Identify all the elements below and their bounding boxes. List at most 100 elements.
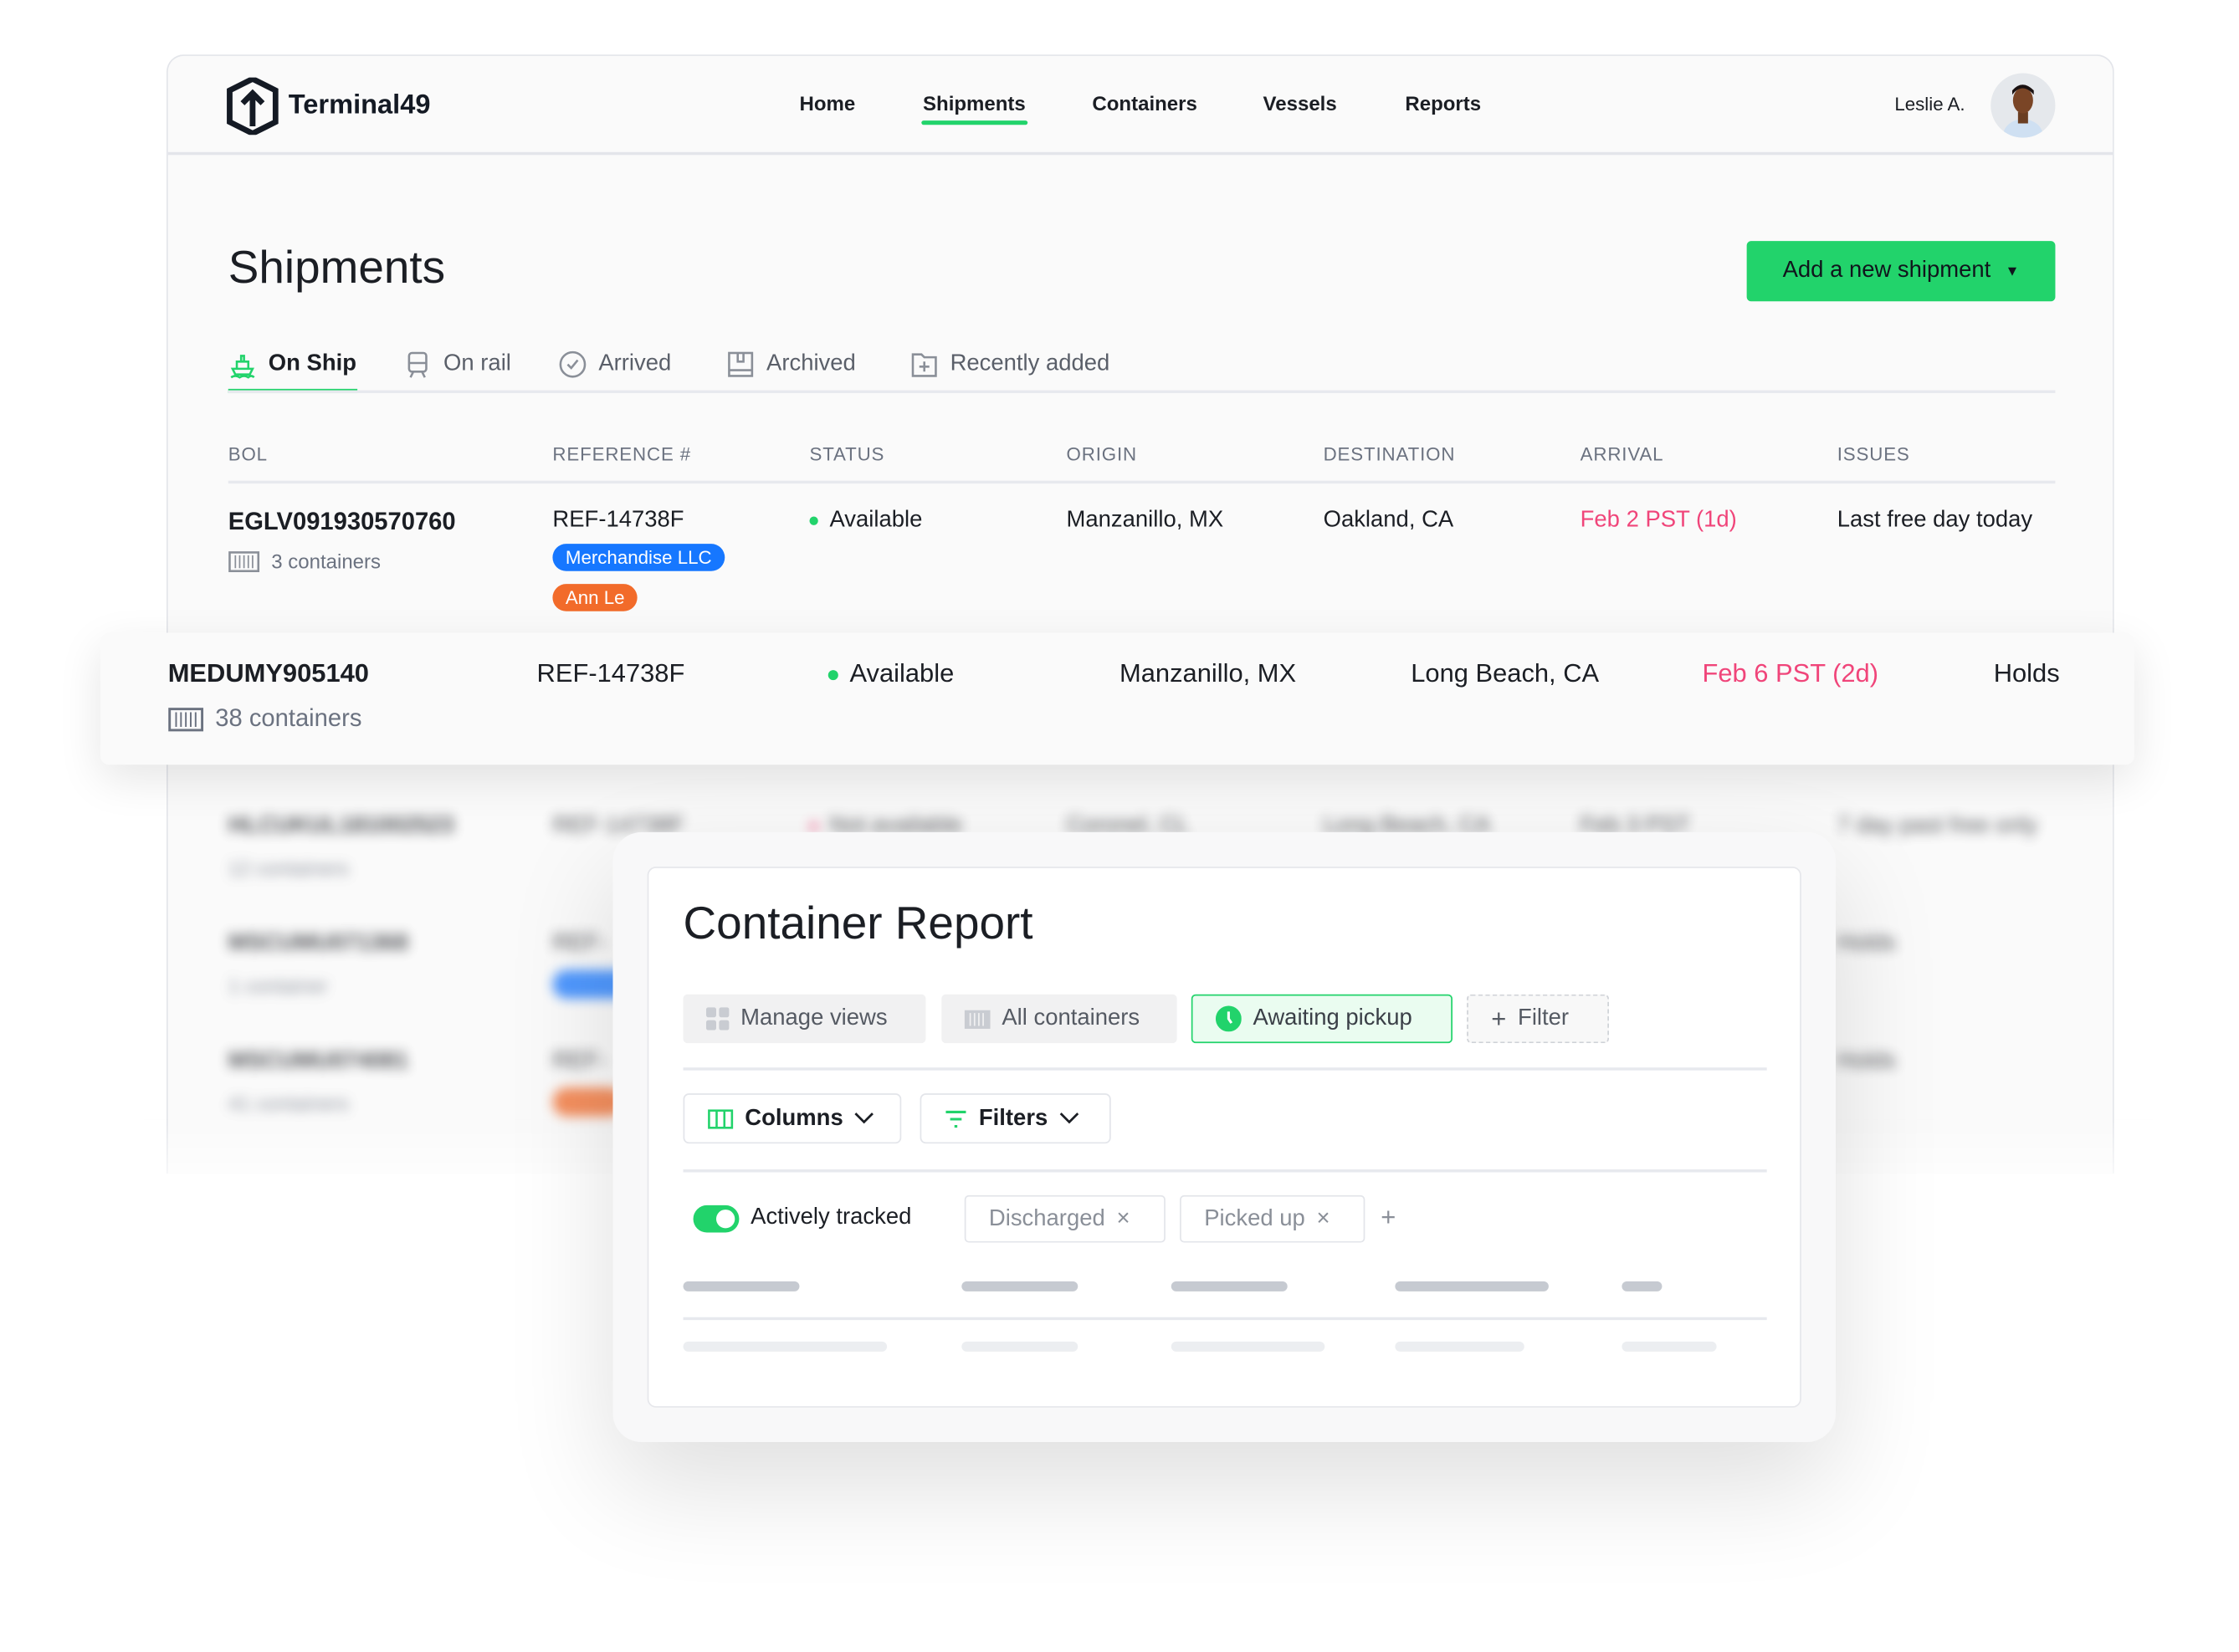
container-icon	[168, 707, 204, 731]
awaiting-pickup-view[interactable]: Awaiting pickup	[1191, 994, 1453, 1044]
avatar[interactable]	[1991, 73, 2056, 138]
issues: Last free day today	[1837, 508, 2033, 533]
bol[interactable]: MEDUMY905140	[167, 658, 369, 688]
arrival: Feb 2 PST (1d)	[1580, 508, 1737, 533]
nav-reports[interactable]: Reports	[1405, 91, 1482, 115]
columns-label: Columns	[745, 1105, 843, 1130]
user-name: Leslie A.	[1894, 93, 1965, 115]
col-destination[interactable]: DESTINATION	[1323, 443, 1456, 465]
container-report-card: Container Report Manage views All contai…	[647, 867, 1801, 1408]
skeleton-bar	[1622, 1281, 1663, 1291]
skeleton-bar	[1395, 1341, 1524, 1352]
status: Available	[809, 508, 922, 534]
col-status[interactable]: STATUS	[809, 443, 885, 465]
col-arrival[interactable]: ARRIVAL	[1580, 443, 1664, 465]
container-count: 12 containers	[228, 857, 349, 880]
skeleton-bar	[961, 1281, 1079, 1291]
report-title: Container Report	[683, 897, 1033, 949]
toggle-knob	[715, 1210, 735, 1229]
tab-arrived[interactable]: Arrived	[558, 350, 671, 379]
col-bol[interactable]: BOL	[228, 443, 268, 465]
skeleton-bar	[1171, 1341, 1325, 1352]
divider	[683, 1067, 1767, 1071]
add-shipment-button[interactable]: Add a new shipment ▼	[1746, 241, 2056, 302]
logo-icon[interactable]	[227, 75, 279, 142]
destination: Oakland, CA	[1323, 508, 1454, 533]
issues: Holds	[1837, 931, 1896, 956]
chevron-down-icon	[855, 1112, 874, 1124]
ship-icon	[230, 355, 255, 379]
tab-label: On Ship	[268, 351, 356, 376]
tab-archived[interactable]: Archived	[726, 350, 856, 379]
brand-name: Terminal49	[288, 90, 431, 121]
divider	[683, 1169, 1767, 1173]
train-icon	[407, 351, 428, 378]
status-label: Available	[849, 658, 955, 688]
actively-tracked-toggle[interactable]	[693, 1204, 740, 1233]
tab-on-ship[interactable]: On Ship	[228, 350, 356, 379]
origin: Manzanillo, MX	[1120, 658, 1297, 688]
caret-down-icon: ▼	[2005, 263, 2020, 279]
tab-label: On rail	[443, 351, 511, 376]
status-dot	[827, 669, 838, 680]
tab-label: Recently added	[950, 351, 1110, 376]
chip-label: All containers	[1002, 1005, 1140, 1031]
tab-recently-added[interactable]: Recently added	[910, 350, 1110, 379]
nav-vessels[interactable]: Vessels	[1263, 91, 1337, 115]
bol: HLCUKUL181002523	[228, 813, 454, 838]
pill-label: Picked up	[1204, 1205, 1305, 1230]
grid-icon	[705, 1007, 730, 1031]
reference: REF-14738F	[552, 508, 684, 533]
tabs-divider	[228, 390, 2056, 394]
plus-icon: +	[1491, 1003, 1507, 1033]
add-filter-button[interactable]: + Filter	[1467, 994, 1609, 1044]
reference: REF-	[552, 931, 607, 956]
nav-label: Shipments	[923, 91, 1026, 115]
status-dot	[809, 516, 818, 525]
container-count: 3 containers	[228, 550, 381, 572]
container-count: 41 containers	[228, 1092, 349, 1115]
filters-dropdown[interactable]: Filters	[920, 1093, 1111, 1144]
nav-shipments[interactable]: Shipments	[921, 91, 1027, 125]
close-icon[interactable]: ×	[1116, 1205, 1130, 1230]
container-count-label: 38 containers	[215, 704, 362, 732]
divider	[683, 1317, 1767, 1321]
columns-dropdown[interactable]: Columns	[683, 1093, 902, 1144]
close-icon[interactable]: ×	[1316, 1205, 1330, 1230]
tag-badge[interactable]: Merchandise LLC	[552, 544, 725, 571]
status: Available	[827, 658, 955, 688]
skeleton-bar	[1171, 1281, 1288, 1291]
page-title: Shipments	[228, 241, 446, 293]
clock-icon	[1215, 1005, 1242, 1032]
container-report-panel: Container Report Manage views All contai…	[612, 831, 1836, 1442]
manage-views-button[interactable]: Manage views	[683, 994, 926, 1044]
all-containers-view[interactable]: All containers	[941, 994, 1177, 1044]
filter-pill-discharged[interactable]: Discharged ×	[964, 1194, 1166, 1243]
container-icon	[228, 550, 260, 572]
tab-label: Archived	[766, 351, 856, 376]
destination: Long Beach, CA	[1411, 658, 1600, 688]
col-reference[interactable]: REFERENCE #	[552, 443, 692, 465]
tag-badge	[552, 1087, 625, 1117]
arrival: Feb 6 PST (2d)	[1702, 658, 1879, 688]
skeleton-bar	[1622, 1341, 1717, 1352]
add-shipment-label: Add a new shipment	[1782, 258, 1991, 283]
chip-label: Filter	[1518, 1005, 1570, 1031]
header-divider	[228, 480, 2056, 484]
col-issues[interactable]: ISSUES	[1837, 443, 1910, 465]
check-circle-icon	[559, 350, 587, 378]
filter-icon	[945, 1110, 966, 1128]
add-pill-plus-icon[interactable]: +	[1381, 1202, 1396, 1231]
bol[interactable]: EGLV091930570760	[228, 508, 456, 535]
highlighted-table-row[interactable]: MEDUMY905140 38 containers REF-14738F Av…	[100, 632, 2134, 765]
nav-containers[interactable]: Containers	[1092, 91, 1197, 115]
chip-label: Manage views	[740, 1005, 888, 1031]
nav-home[interactable]: Home	[799, 91, 856, 115]
actively-tracked-label: Actively tracked	[751, 1204, 912, 1230]
archive-icon	[728, 351, 754, 377]
tab-on-rail[interactable]: On rail	[403, 350, 511, 379]
filter-pill-picked-up[interactable]: Picked up ×	[1180, 1194, 1365, 1243]
tag-badge[interactable]: Ann Le	[552, 584, 638, 611]
col-origin[interactable]: ORIGIN	[1066, 443, 1137, 465]
issues: Holds	[1837, 1048, 1896, 1074]
